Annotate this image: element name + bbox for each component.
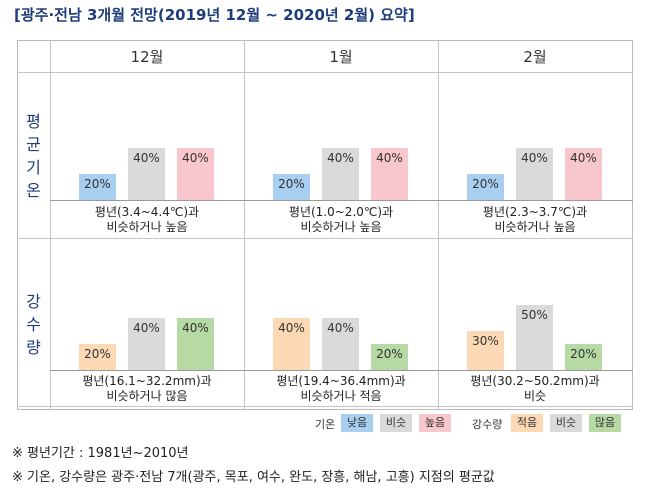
bar-temp-jan-2: 40% (371, 148, 408, 200)
bar-temp-jan-1: 40% (322, 148, 359, 200)
month-header-jan: 1월 (329, 48, 353, 66)
row-label-char: 균 (26, 135, 41, 154)
legend-precip-similar: 비슷 (550, 414, 582, 432)
bar-temp-jan-0: 20% (273, 174, 310, 200)
legend-precip-label: 강수량 (472, 418, 503, 431)
row-label-char: 수 (26, 315, 41, 334)
legend-temp-label: 기온 (315, 418, 336, 431)
row-label-temperature: 평 균 기 온 (17, 110, 50, 202)
desc-line: 평년(30.2~50.2mm)과 (470, 374, 600, 388)
month-header-dec: 12월 (130, 48, 164, 66)
desc-precip-feb: 평년(30.2~50.2mm)과 비슷 (440, 374, 630, 404)
desc-line: 비슷하거나 많음 (106, 389, 188, 403)
desc-temp-jan: 평년(1.0~2.0℃)과 비슷하거나 높음 (246, 205, 436, 235)
bar-precip-jan-0: 40% (273, 318, 310, 370)
row-label-char: 량 (26, 338, 41, 357)
desc-temp-feb: 평년(2.3~3.7℃)과 비슷하거나 높음 (440, 205, 630, 235)
grid-line (17, 238, 633, 239)
bar-precip-dec-1: 40% (128, 318, 165, 370)
row-label-char: 기 (26, 158, 41, 177)
desc-line: 비슷하거나 높음 (300, 220, 382, 234)
bar-precip-feb-2: 20% (565, 344, 602, 370)
bar-temp-feb-2: 40% (565, 148, 602, 200)
bar-temp-dec-0: 20% (79, 174, 116, 200)
row-label-char: 강 (26, 292, 41, 311)
desc-line: 비슷하거나 높음 (494, 220, 576, 234)
desc-precip-jan: 평년(19.4~36.4mm)과 비슷하거나 적음 (246, 374, 436, 404)
note-normal-period: ※ 평년기간 : 1981년~2010년 (12, 446, 189, 461)
grid-line (50, 40, 51, 410)
bar-precip-feb-1: 50% (516, 305, 553, 370)
legend-temp-similar: 비슷 (380, 414, 412, 432)
legend-precip-high: 많음 (589, 414, 621, 432)
legend-temp-low: 낮음 (341, 414, 373, 432)
desc-line: 비슷하거나 높음 (106, 220, 188, 234)
bar-temp-feb-1: 40% (516, 148, 553, 200)
desc-line: 평년(1.0~2.0℃)과 (288, 205, 394, 219)
baseline (50, 370, 633, 371)
forecast-table (17, 40, 633, 410)
bar-temp-dec-1: 40% (128, 148, 165, 200)
note-stations: ※ 기온, 강수량은 광주·전남 7개(광주, 목포, 여수, 완도, 장흥, … (12, 470, 495, 485)
bar-precip-jan-1: 40% (322, 318, 359, 370)
row-label-precipitation: 강 수 량 (17, 290, 50, 359)
legend-temp-high: 높음 (419, 414, 451, 432)
desc-temp-dec: 평년(3.4~4.4℃)과 비슷하거나 높음 (52, 205, 242, 235)
desc-line: 평년(2.3~3.7℃)과 (482, 205, 588, 219)
bar-temp-dec-2: 40% (177, 148, 214, 200)
desc-line: 평년(16.1~32.2mm)과 (82, 374, 212, 388)
row-label-char: 온 (26, 181, 41, 200)
desc-precip-dec: 평년(16.1~32.2mm)과 비슷하거나 많음 (52, 374, 242, 404)
bar-temp-feb-0: 20% (467, 174, 504, 200)
bar-precip-feb-0: 30% (467, 331, 504, 370)
desc-line: 비슷하거나 적음 (300, 389, 382, 403)
desc-line: 평년(19.4~36.4mm)과 (276, 374, 406, 388)
desc-line: 평년(3.4~4.4℃)과 (94, 205, 200, 219)
desc-line: 비슷 (523, 389, 547, 403)
month-header-feb: 2월 (523, 48, 547, 66)
grid-line (17, 406, 633, 407)
grid-line (244, 40, 245, 410)
page-title: [광주·전남 3개월 전망(2019년 12월 ~ 2020년 2월) 요약] (14, 6, 415, 24)
bar-precip-jan-2: 20% (371, 344, 408, 370)
grid-line (438, 40, 439, 410)
grid-line (17, 72, 633, 73)
bar-precip-dec-2: 40% (177, 318, 214, 370)
baseline (50, 200, 633, 201)
legend-precip-low: 적음 (511, 414, 543, 432)
bar-precip-dec-0: 20% (79, 344, 116, 370)
row-label-char: 평 (26, 112, 41, 131)
